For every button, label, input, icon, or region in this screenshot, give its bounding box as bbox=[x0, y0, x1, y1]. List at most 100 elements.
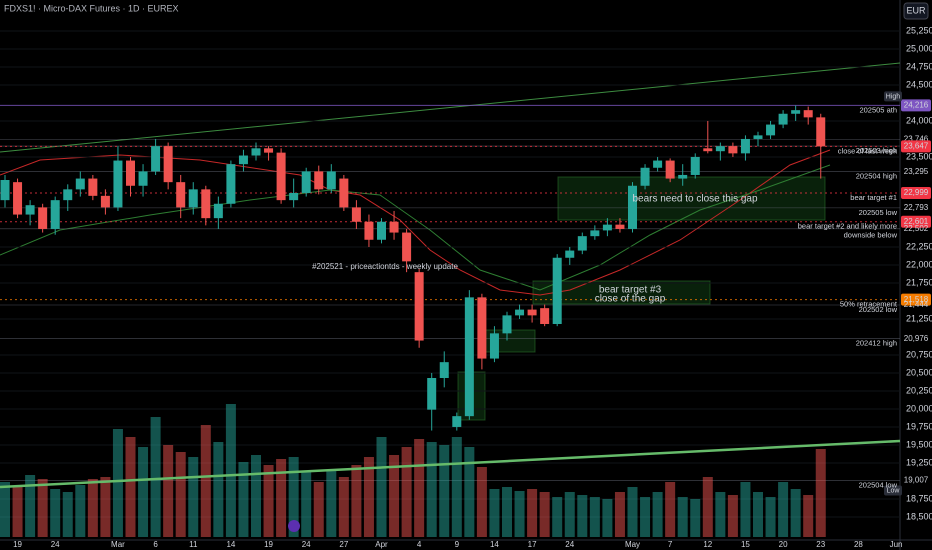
volume-bar bbox=[25, 475, 36, 537]
level-note: 202504 high bbox=[856, 172, 897, 181]
candle-body bbox=[301, 171, 311, 193]
candle-body bbox=[213, 203, 223, 219]
volume-bar bbox=[552, 497, 563, 537]
level-price: 19,007 bbox=[904, 476, 929, 485]
x-tick-label: Jun bbox=[890, 540, 903, 549]
x-tick-label: 4 bbox=[417, 540, 422, 549]
trendline bbox=[0, 62, 901, 153]
x-tick-label: 9 bbox=[455, 540, 460, 549]
y-tick-label: 24,500 bbox=[906, 79, 932, 89]
candle-body bbox=[276, 152, 286, 201]
gap-zone bbox=[557, 176, 826, 221]
y-tick-label: 19,250 bbox=[906, 457, 932, 467]
candle-body bbox=[728, 146, 738, 154]
candle-body bbox=[100, 195, 110, 208]
y-tick-label: 22,000 bbox=[906, 259, 932, 269]
event-icon[interactable] bbox=[288, 520, 300, 532]
annotation: bear target #3 bbox=[599, 285, 662, 296]
volume-bar bbox=[351, 465, 362, 537]
level-price: 23,647 bbox=[904, 141, 929, 150]
volume-bar bbox=[665, 482, 676, 537]
volume-bar bbox=[188, 457, 199, 537]
level-price: 22,793 bbox=[904, 203, 929, 212]
volume-bar bbox=[376, 437, 387, 537]
level-price: 21,518 bbox=[904, 295, 929, 304]
volume-bar bbox=[100, 477, 111, 537]
x-tick-label: 7 bbox=[668, 540, 673, 549]
volume-bar bbox=[527, 489, 538, 537]
candle-body bbox=[590, 230, 600, 237]
volume-bar bbox=[790, 489, 801, 537]
volume-bar bbox=[426, 442, 437, 537]
volume-bar bbox=[765, 497, 776, 537]
candle-body bbox=[803, 110, 813, 118]
candle-body bbox=[163, 146, 173, 183]
candle-body bbox=[464, 297, 474, 417]
level-note: bear target #1 bbox=[850, 193, 897, 202]
candle-body bbox=[552, 257, 562, 324]
volume-bar bbox=[414, 439, 425, 537]
level-price: 21,444 bbox=[904, 300, 929, 309]
volume-bar bbox=[288, 457, 299, 537]
level-note: close of last week bbox=[838, 146, 897, 155]
y-tick-label: 18,500 bbox=[906, 511, 932, 521]
level-price: 24,216 bbox=[904, 101, 929, 110]
x-tick-label: 27 bbox=[339, 540, 348, 549]
moving-average bbox=[0, 149, 831, 296]
candle-body bbox=[364, 221, 374, 240]
volume-bar bbox=[200, 425, 211, 537]
candle-body bbox=[515, 309, 525, 316]
candle-body bbox=[791, 110, 801, 114]
level-note: 50% retracement bbox=[840, 300, 898, 309]
level-note: 202504 low bbox=[859, 480, 898, 489]
candle-body bbox=[226, 164, 236, 204]
candle-body bbox=[75, 178, 85, 190]
candle-body bbox=[251, 148, 261, 156]
candle-body bbox=[176, 182, 186, 208]
volume-bar bbox=[301, 472, 312, 537]
volume-bar bbox=[589, 497, 600, 537]
volume-bar bbox=[614, 492, 625, 537]
candle-body bbox=[113, 160, 123, 208]
price-badge bbox=[901, 99, 931, 112]
candle-body bbox=[778, 113, 788, 125]
volume-bar bbox=[62, 492, 73, 537]
x-tick-label: 14 bbox=[226, 540, 235, 549]
tag-label: High bbox=[886, 93, 901, 100]
volume-bar bbox=[539, 492, 550, 537]
x-tick-label: 24 bbox=[565, 540, 574, 549]
y-tick-label: 25,250 bbox=[906, 25, 932, 35]
volume-bar bbox=[753, 492, 763, 537]
currency[interactable]: EUR bbox=[906, 5, 926, 15]
candle-body bbox=[88, 178, 98, 196]
level-note: 202505 ath bbox=[859, 105, 897, 114]
volume-bar bbox=[401, 447, 412, 537]
volume-bar bbox=[150, 417, 161, 537]
candle-body bbox=[577, 236, 587, 251]
level-price: 22,502 bbox=[904, 224, 929, 233]
volume-bar bbox=[702, 477, 713, 537]
x-tick-label: 23 bbox=[816, 540, 825, 549]
volume-bar bbox=[514, 491, 525, 537]
y-tick-label: 21,750 bbox=[906, 277, 932, 287]
volume-bar bbox=[326, 471, 337, 537]
currency-button[interactable] bbox=[903, 2, 929, 20]
level-price: 20,976 bbox=[904, 334, 929, 343]
tag-label: Low bbox=[887, 487, 901, 494]
volume-bar bbox=[715, 492, 726, 537]
level-note: bear target #2 and likely more bbox=[798, 222, 897, 231]
volume-bar bbox=[577, 495, 588, 537]
x-tick-label: 28 bbox=[854, 540, 863, 549]
candle-body bbox=[351, 207, 361, 222]
volume-bar bbox=[87, 479, 98, 537]
candle-body bbox=[402, 232, 412, 262]
volume-bar bbox=[0, 482, 10, 537]
price-badge bbox=[901, 293, 931, 306]
level-price: 22,601 bbox=[904, 217, 929, 226]
volume-bar bbox=[690, 499, 701, 537]
candle-body bbox=[151, 146, 161, 172]
candle-body bbox=[602, 224, 612, 231]
tag-badge bbox=[884, 91, 902, 102]
x-tick-label: Mar bbox=[111, 540, 125, 549]
volume-bar bbox=[727, 495, 738, 537]
